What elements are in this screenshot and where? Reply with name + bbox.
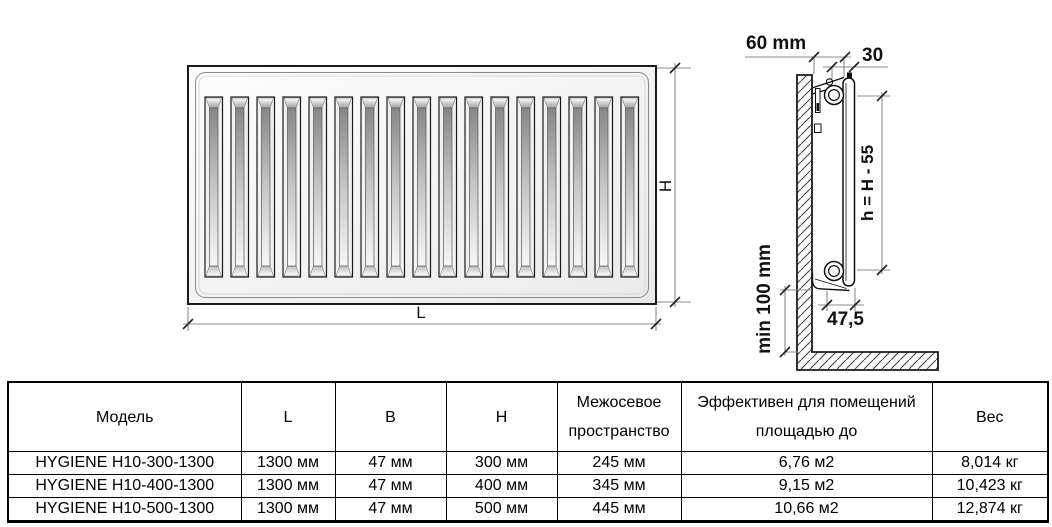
- radiator-fin: [412, 96, 432, 278]
- radiator-fin: [308, 96, 328, 278]
- radiator-fin: [360, 96, 380, 278]
- spec-cell: 400 мм: [445, 474, 558, 498]
- bottom-bracket: [811, 273, 850, 292]
- spec-cell: 47 мм: [334, 474, 447, 498]
- dim-label-h-axle: h = H - 55: [858, 145, 877, 221]
- col-header-H: H: [445, 381, 558, 452]
- spec-cell: 445 мм: [556, 497, 682, 522]
- wall-and-floor-hatch: [796, 74, 939, 371]
- spec-cell: HYGIENE H10-500-1300: [7, 497, 242, 522]
- spec-cell: 10,423 кг: [931, 474, 1049, 498]
- spec-cell: 300 мм: [445, 451, 558, 475]
- radiator-fin: [334, 96, 354, 278]
- col-header-axle-spacing: Межосевое пространство: [556, 381, 682, 452]
- col-header-B: B: [334, 381, 447, 452]
- dimension-min-100mm: min 100 mm: [754, 244, 812, 358]
- dim-label-min-100mm: min 100 mm: [754, 244, 775, 354]
- radiator-panel-inner-highlight: [198, 75, 646, 295]
- dimension-h-axle: h = H - 55: [857, 90, 890, 276]
- col-header-model: Модель: [7, 381, 242, 452]
- top-pipe-connection: [823, 84, 845, 106]
- col-header-weight: Вес: [931, 381, 1049, 452]
- radiator-fin: [438, 96, 458, 278]
- dimension-60mm: 60 mm: [745, 33, 851, 77]
- radiator-fin: [204, 96, 224, 278]
- spec-cell: 245 мм: [556, 451, 682, 475]
- spec-cell: 1300 мм: [240, 497, 336, 522]
- spec-cell: HYGIENE H10-400-1300: [7, 474, 242, 498]
- dim-label-47-5: 47,5: [827, 309, 864, 330]
- dimension-H: H: [656, 62, 691, 308]
- spec-table-body: HYGIENE H10-300-1300 1300 мм 47 мм 300 мм 24…: [7, 451, 1049, 522]
- radiator-fin: [282, 96, 302, 278]
- col-header-L: L: [240, 381, 336, 452]
- spec-row: HYGIENE H10-400-1300 1300 мм 47 мм 400 мм 34…: [7, 474, 1049, 498]
- spec-cell: 500 мм: [445, 497, 558, 522]
- radiator-fin: [256, 96, 276, 278]
- dim-label-H: H: [656, 180, 675, 192]
- radiator-fin: [464, 96, 484, 278]
- dimension-30: 30: [823, 45, 888, 79]
- spec-row: HYGIENE H10-300-1300 1300 мм 47 мм 300 мм 24…: [7, 451, 1049, 475]
- radiator-fin: [594, 96, 614, 278]
- radiator-panel-inner-border: [195, 72, 649, 298]
- spec-cell: 345 мм: [556, 474, 682, 498]
- dimension-L: L: [182, 303, 662, 331]
- spec-cell: 12,874 кг: [931, 497, 1049, 522]
- dim-label-30: 30: [862, 45, 883, 66]
- bottom-pipe-connection: [823, 260, 845, 282]
- radiator-side-view: 60 mm 30 h = H - 55 min 100 mm: [745, 33, 939, 371]
- col-header-effective-area: Эффективен для помещений площадью до: [680, 381, 933, 452]
- radiator-fin: [542, 96, 562, 278]
- radiator-fin: [620, 96, 640, 278]
- radiator-fin: [386, 96, 406, 278]
- spec-cell: 1300 мм: [240, 474, 336, 498]
- spec-cell: 47 мм: [334, 497, 447, 522]
- spec-cell: 8,014 кг: [931, 451, 1049, 475]
- spec-cell: 9,15 м2: [680, 474, 933, 498]
- dim-label-60mm: 60 mm: [746, 33, 806, 54]
- radiator-fin: [568, 96, 588, 278]
- radiator-front-view: H L: [182, 62, 691, 331]
- spec-cell: 6,76 м2: [680, 451, 933, 475]
- radiator-technical-drawing: H L: [182, 33, 939, 371]
- dim-label-L: L: [416, 303, 425, 322]
- spec-row: HYGIENE H10-500-1300 1300 мм 47 мм 500 мм 44…: [7, 497, 1049, 522]
- dimension-47-5: 47,5: [818, 288, 864, 330]
- spec-cell: HYGIENE H10-300-1300: [7, 451, 242, 475]
- spec-table: Модель L B H Межосевое пространство Эффе…: [7, 381, 1049, 523]
- radiator-fin: [516, 96, 536, 278]
- radiator-side-panel: [842, 72, 856, 287]
- radiator-fin: [230, 96, 250, 278]
- spec-cell: 1300 мм: [240, 451, 336, 475]
- spec-cell: 10,66 м2: [680, 497, 933, 522]
- spec-header-row: Модель L B H Межосевое пространство Эффе…: [7, 381, 1049, 452]
- spec-cell: 47 мм: [334, 451, 447, 475]
- radiator-fin: [490, 96, 510, 278]
- radiator-fins: [204, 96, 640, 278]
- top-bracket: [811, 76, 845, 133]
